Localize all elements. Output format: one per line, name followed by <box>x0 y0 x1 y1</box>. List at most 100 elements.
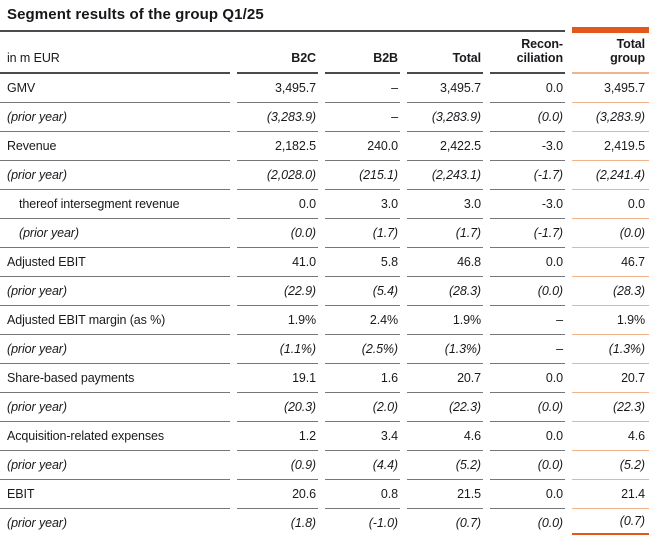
table-row-adjusted-ebit-prior-year: (prior year) (22.9) (5.4) (28.3) (0.0) (… <box>0 277 649 306</box>
table-cell: (2,241.4) <box>572 161 649 190</box>
table-cell: 0.8 <box>325 480 400 509</box>
table-row-adjusted-ebit: Adjusted EBIT 41.0 5.8 46.8 0.0 46.7 <box>0 248 649 277</box>
table-row-adjusted-ebit-margin-prior-year: (prior year) (1.1%) (2.5%) (1.3%) – (1.3… <box>0 335 649 364</box>
table-cell: (22.3) <box>572 393 649 422</box>
table-cell: (0.0) <box>490 451 565 480</box>
column-header-b2b: B2B <box>325 51 400 74</box>
table-cell: (22.3) <box>407 393 483 422</box>
table-cell: 0.0 <box>490 480 565 509</box>
column-header-reconciliation-label: Recon- ciliation <box>517 37 563 65</box>
total-group-line1: Total <box>616 37 646 51</box>
row-label: thereof intersegment revenue <box>0 190 230 219</box>
title-rule <box>0 25 649 33</box>
table-row-ebit: EBIT 20.6 0.8 21.5 0.0 21.4 <box>0 480 649 509</box>
table-cell: 21.5 <box>407 480 483 509</box>
table-cell: (2.0) <box>325 393 400 422</box>
table-cell: 2,422.5 <box>407 132 483 161</box>
row-label: (prior year) <box>0 451 230 480</box>
row-label: Acquisition-related expenses <box>0 422 230 451</box>
table-cell: 240.0 <box>325 132 400 161</box>
table-cell: – <box>325 103 400 132</box>
table-cell: (2.5%) <box>325 335 400 364</box>
table-cell: (2,243.1) <box>407 161 483 190</box>
table-cell: (5.2) <box>407 451 483 480</box>
table-row-gmv-prior-year: (prior year) (3,283.9) – (3,283.9) (0.0)… <box>0 103 649 132</box>
table-cell: -3.0 <box>490 132 565 161</box>
table-cell: (20.3) <box>237 393 318 422</box>
table-cell: (4.4) <box>325 451 400 480</box>
table-cell: 19.1 <box>237 364 318 393</box>
table-row-intersegment-revenue: thereof intersegment revenue 0.0 3.0 3.0… <box>0 190 649 219</box>
table-cell: – <box>325 74 400 103</box>
column-header-b2c-label: B2C <box>291 51 316 65</box>
table-cell: (0.0) <box>237 219 318 248</box>
table-cell: (0.7) <box>407 509 483 535</box>
table-cell: (215.1) <box>325 161 400 190</box>
table-row-adjusted-ebit-margin: Adjusted EBIT margin (as %) 1.9% 2.4% 1.… <box>0 306 649 335</box>
table-cell: (0.0) <box>490 103 565 132</box>
table-cell: 3,495.7 <box>572 74 649 103</box>
table-cell: 21.4 <box>572 480 649 509</box>
row-label: Share-based payments <box>0 364 230 393</box>
column-header-total: Total <box>407 51 483 74</box>
table-cell: 2,419.5 <box>572 132 649 161</box>
table-cell: (0.0) <box>490 393 565 422</box>
table-row-ebit-prior-year: (prior year) (1.8) (-1.0) (0.7) (0.0) (0… <box>0 509 649 535</box>
table-cell: (-1.7) <box>490 219 565 248</box>
table-row-acquisition-related-expenses: Acquisition-related expenses 1.2 3.4 4.6… <box>0 422 649 451</box>
row-label: (prior year) <box>0 509 230 535</box>
table-cell: 4.6 <box>572 422 649 451</box>
table-cell: (22.9) <box>237 277 318 306</box>
row-label: (prior year) <box>0 393 230 422</box>
column-header-reconciliation: Recon- ciliation <box>490 37 565 74</box>
table-row-acquisition-related-expenses-prior-year: (prior year) (0.9) (4.4) (5.2) (0.0) (5.… <box>0 451 649 480</box>
table-row-revenue-prior-year: (prior year) (2,028.0) (215.1) (2,243.1)… <box>0 161 649 190</box>
table-cell: (5.2) <box>572 451 649 480</box>
table-cell: – <box>490 306 565 335</box>
table-cell: 1.9% <box>237 306 318 335</box>
table-cell: 0.0 <box>490 422 565 451</box>
row-label: Revenue <box>0 132 230 161</box>
table-row-revenue: Revenue 2,182.5 240.0 2,422.5 -3.0 2,419… <box>0 132 649 161</box>
table-cell: (1.3%) <box>407 335 483 364</box>
table-cell: 5.8 <box>325 248 400 277</box>
table-cell: 2.4% <box>325 306 400 335</box>
table-cell: (5.4) <box>325 277 400 306</box>
table-cell: 1.2 <box>237 422 318 451</box>
row-label: GMV <box>0 74 230 103</box>
table-cell: (0.0) <box>572 219 649 248</box>
row-label: (prior year) <box>0 219 230 248</box>
table-cell: 1.9% <box>572 306 649 335</box>
table-cell: (28.3) <box>407 277 483 306</box>
row-label: (prior year) <box>0 277 230 306</box>
column-header-b2b-label: B2B <box>373 51 398 65</box>
table-cell: 3,495.7 <box>237 74 318 103</box>
row-label: EBIT <box>0 480 230 509</box>
table-cell: (2,028.0) <box>237 161 318 190</box>
table-cell: 20.7 <box>407 364 483 393</box>
table-cell: 0.0 <box>490 248 565 277</box>
table-cell: (3,283.9) <box>407 103 483 132</box>
table-cell: (1.3%) <box>572 335 649 364</box>
table-cell: 2,182.5 <box>237 132 318 161</box>
title-rule-orange-accent <box>572 27 649 33</box>
table-cell: (0.7) <box>572 509 649 535</box>
table-cell: 0.0 <box>490 74 565 103</box>
table-cell: 3.0 <box>407 190 483 219</box>
table-cell: (0.0) <box>490 509 565 535</box>
table-cell: (3,283.9) <box>237 103 318 132</box>
column-header-total-label: Total <box>452 51 482 65</box>
table-row-share-based-payments-prior-year: (prior year) (20.3) (2.0) (22.3) (0.0) (… <box>0 393 649 422</box>
table-cell: 1.6 <box>325 364 400 393</box>
table-cell: 4.6 <box>407 422 483 451</box>
table-cell: 0.0 <box>490 364 565 393</box>
row-label: Adjusted EBIT <box>0 248 230 277</box>
table-cell: 41.0 <box>237 248 318 277</box>
table-cell: (1.1%) <box>237 335 318 364</box>
table-row-gmv: GMV 3,495.7 – 3,495.7 0.0 3,495.7 <box>0 74 649 103</box>
table-cell: -3.0 <box>490 190 565 219</box>
table-cell: 3,495.7 <box>407 74 483 103</box>
column-header-total-group-label: Total group <box>610 37 645 65</box>
table-cell: 1.9% <box>407 306 483 335</box>
table-cell: 20.6 <box>237 480 318 509</box>
